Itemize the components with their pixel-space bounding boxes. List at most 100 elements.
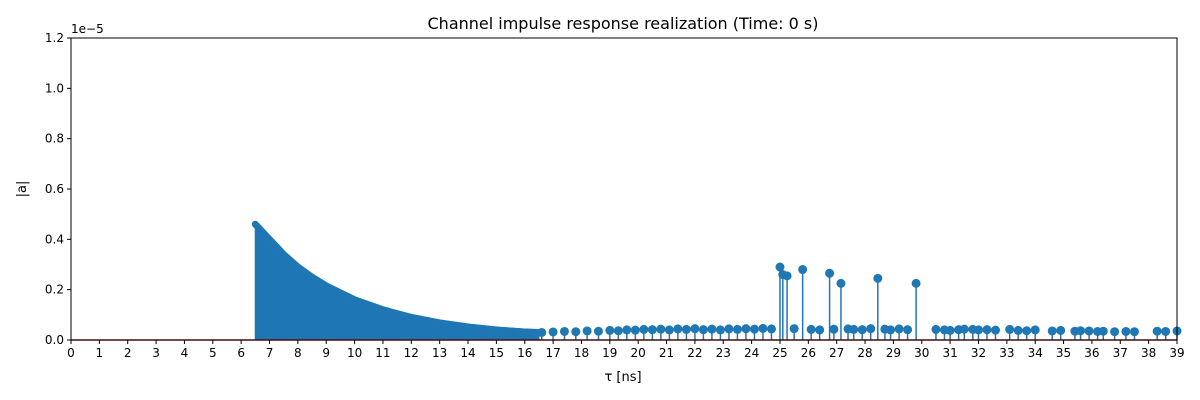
stem-marker [806,324,816,334]
x-tick-label: 30 [914,346,929,360]
stem-marker [715,325,725,335]
x-tick-label: 7 [266,346,274,360]
stem-marker [548,327,558,337]
stem-marker [724,324,734,334]
stem-marker [798,265,808,275]
stem-marker [931,324,941,334]
x-tick-label: 32 [971,346,986,360]
x-tick-label: 24 [744,346,759,360]
x-tick-label: 19 [602,346,617,360]
stem-marker [973,325,983,335]
stem-marker [1098,326,1108,336]
x-tick-label: 16 [517,346,532,360]
stem-marker [789,324,799,334]
y-tick-label: 0.8 [45,132,64,146]
stem-marker [945,325,955,335]
x-tick-label: 1 [96,346,104,360]
stem-marker [1013,325,1023,335]
y-tick-label: 0.2 [45,283,64,297]
chart-title: Channel impulse response realization (Ti… [428,14,819,33]
stem-marker [825,268,835,278]
stem-marker [766,324,776,334]
stem-marker [1047,326,1057,336]
stem-marker [1129,327,1139,337]
stem-series [71,262,1182,341]
x-tick-label: 8 [294,346,302,360]
x-tick-label: 31 [942,346,957,360]
stem-marker [1152,326,1162,336]
stem-marker [1161,326,1171,336]
stem-marker [873,273,883,283]
stem-marker [673,324,683,334]
x-tick-label: 3 [152,346,160,360]
y-tick-label: 1.2 [45,31,64,45]
x-tick-label: 9 [322,346,330,360]
stem-marker [1110,327,1120,337]
stem-marker [593,326,603,336]
stem-marker [894,324,904,334]
x-tick-label: 11 [375,346,390,360]
stem-marker [707,324,717,334]
x-tick-label: 10 [347,346,362,360]
stem-marker [911,278,921,288]
stem-marker [741,324,751,334]
y-tick-label: 0.0 [45,333,64,347]
stem-marker [732,324,742,334]
plot-frame [70,37,1178,341]
stem-marker [582,326,592,336]
stem-marker [537,327,547,337]
stem-marker [1076,326,1086,336]
y-tick-label: 1.0 [45,81,64,95]
stem-marker [849,324,859,334]
stem-marker [815,325,825,335]
x-tick-label: 14 [460,346,475,360]
stem-marker [857,325,867,335]
x-tick-label: 35 [1056,346,1071,360]
stem-marker [829,324,839,334]
x-tick-label: 2 [124,346,132,360]
x-tick-label: 29 [886,346,901,360]
stem-marker [664,325,674,335]
stem-marker [959,324,969,334]
stem-marker [639,324,649,334]
x-tick-label: 23 [716,346,731,360]
x-tick-label: 37 [1113,346,1128,360]
stem-marker [866,324,876,334]
x-tick-label: 38 [1141,346,1156,360]
stem-marker [613,326,623,336]
stem-marker [690,324,700,334]
stem-marker [656,324,666,334]
y-tick-label: 0.4 [45,232,64,246]
x-tick-label: 20 [631,346,646,360]
x-tick-label: 18 [574,346,589,360]
stem-marker [1056,325,1066,335]
stem-marker [559,326,569,336]
stem-marker [1005,324,1015,334]
y-axis-ticks: 0.0 0.2 0.4 0.6 0.8 1.0 1.2 [45,31,71,347]
y-axis-label: |a| [15,181,30,198]
stem-marker [775,262,785,272]
stem-marker [681,324,691,334]
x-tick-label: 22 [687,346,702,360]
x-tick-label: 36 [1084,346,1099,360]
x-axis-label: τ [ns] [604,370,641,385]
stem-marker [1030,325,1040,335]
x-tick-label: 6 [237,346,245,360]
x-tick-label: 17 [545,346,560,360]
stem-marker [886,325,896,335]
stem-marker [622,325,632,335]
dense-stem-cluster [251,220,542,340]
x-tick-label: 4 [181,346,189,360]
stem-marker [982,325,992,335]
x-axis-ticks: 0 1 2 3 4 5 6 7 8 9 10 11 12 13 14 15 16 17 18 19 20 21 22 23 24… [67,340,1185,360]
x-tick-label: 0 [67,346,75,360]
x-tick-label: 34 [1028,346,1043,360]
x-tick-label: 13 [432,346,447,360]
x-tick-label: 39 [1169,346,1184,360]
y-scale-label: 1e−5 [71,22,104,36]
stem-marker [758,323,768,333]
y-tick-label: 0.6 [45,182,64,196]
x-tick-label: 25 [772,346,787,360]
stem-marker [1121,326,1131,336]
